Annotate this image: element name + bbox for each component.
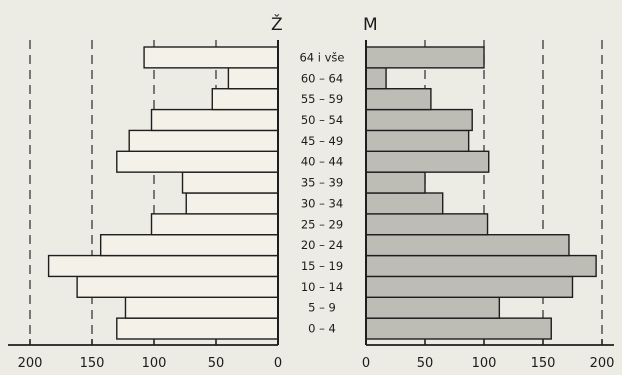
age-group-labels: 0 – 4 5 – 9 10 – 14 15 – 19 20 – 24 25 – 29 30… bbox=[299, 50, 344, 335]
bar-muzi-60-64 bbox=[365, 67, 387, 90]
legend-label-zeny: Ž bbox=[271, 13, 283, 35]
bar-muzi-10-14 bbox=[365, 275, 574, 298]
right-x-axis: 0 50 100 150 200 bbox=[362, 339, 615, 371]
left-x-axis: 200 150 100 50 0 bbox=[8, 339, 282, 371]
age-label-20-24: 20 – 24 bbox=[301, 238, 343, 252]
bar-zeny-35-39 bbox=[181, 171, 279, 194]
right-tick-label-50: 50 bbox=[417, 356, 434, 371]
bar-zeny-0-4 bbox=[116, 317, 279, 340]
bar-zeny-20-24 bbox=[99, 234, 279, 257]
muzi-bars bbox=[365, 40, 597, 345]
age-label-55-59: 55 – 59 bbox=[301, 92, 343, 106]
bar-muzi-20-24 bbox=[365, 234, 570, 257]
bar-zeny-10-14 bbox=[76, 275, 279, 298]
bar-muzi-45-49 bbox=[365, 129, 470, 152]
right-tick-label-0: 0 bbox=[362, 356, 370, 371]
age-label-0-4: 0 – 4 bbox=[308, 322, 336, 336]
zeny-bars bbox=[47, 40, 279, 345]
bar-zeny-50-54 bbox=[150, 108, 279, 132]
bar-muzi-5-9 bbox=[365, 296, 501, 319]
bar-muzi-15-19 bbox=[365, 254, 597, 278]
left-tick-label-200: 200 bbox=[18, 356, 43, 371]
age-label-15-19: 15 – 19 bbox=[301, 259, 343, 273]
age-label-10-14: 10 – 14 bbox=[301, 280, 343, 294]
age-label-30-34: 30 – 34 bbox=[301, 196, 343, 210]
right-tick-label-100: 100 bbox=[472, 356, 497, 371]
left-tick-label-0: 0 bbox=[274, 356, 282, 371]
bar-zeny-5-9 bbox=[124, 296, 279, 319]
bar-muzi-25-29 bbox=[365, 213, 489, 236]
age-label-35-39: 35 – 39 bbox=[301, 176, 343, 190]
age-label-64-i-v-e: 64 i vše bbox=[299, 50, 344, 64]
left-tick-label-50: 50 bbox=[208, 356, 225, 371]
bar-muzi-40-44 bbox=[365, 150, 490, 173]
bar-zeny-64-i-v-e bbox=[143, 46, 279, 69]
age-label-25-29: 25 – 29 bbox=[301, 217, 343, 231]
right-tick-label-150: 150 bbox=[531, 356, 556, 371]
bar-zeny-40-44 bbox=[116, 150, 279, 173]
legend-label-muzi: M bbox=[363, 15, 378, 35]
left-tick-label-100: 100 bbox=[142, 356, 167, 371]
bar-zeny-15-19 bbox=[47, 254, 279, 278]
bar-zeny-30-34 bbox=[185, 192, 279, 215]
age-label-5-9: 5 – 9 bbox=[308, 301, 336, 315]
bar-zeny-55-59 bbox=[211, 88, 279, 111]
bar-muzi-30-34 bbox=[365, 192, 444, 215]
bar-muzi-50-54 bbox=[365, 108, 473, 132]
bar-muzi-55-59 bbox=[365, 88, 432, 111]
bar-zeny-45-49 bbox=[128, 129, 279, 152]
bar-muzi-35-39 bbox=[365, 171, 426, 194]
age-label-45-49: 45 – 49 bbox=[301, 134, 343, 148]
bar-zeny-60-64 bbox=[227, 67, 279, 90]
age-label-50-54: 50 – 54 bbox=[301, 113, 343, 127]
age-label-40-44: 40 – 44 bbox=[301, 155, 343, 169]
right-tick-label-200: 200 bbox=[590, 356, 615, 371]
bar-zeny-25-29 bbox=[150, 213, 279, 236]
left-tick-label-150: 150 bbox=[80, 356, 105, 371]
bar-muzi-0-4 bbox=[365, 317, 552, 340]
bar-muzi-64-i-v-e bbox=[365, 46, 485, 69]
age-label-60-64: 60 – 64 bbox=[301, 71, 343, 85]
